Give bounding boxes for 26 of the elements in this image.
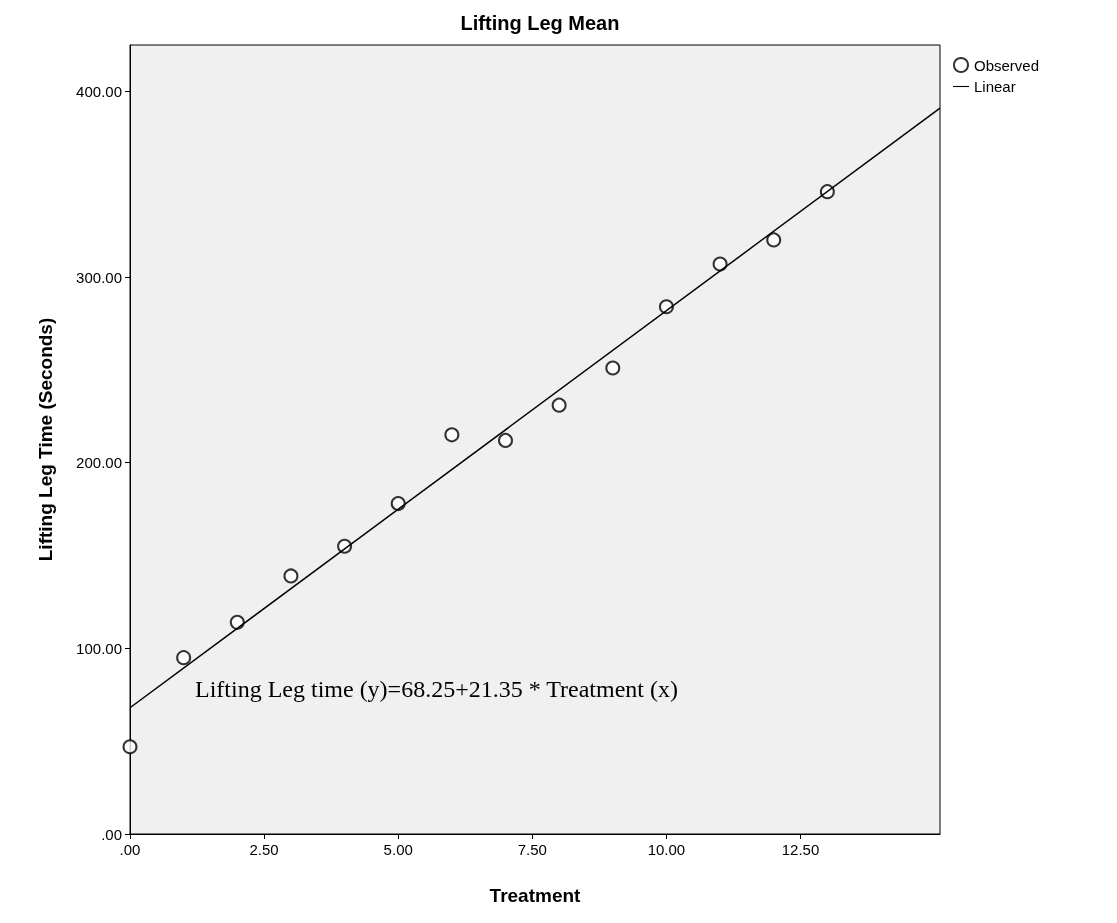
legend-label: Linear (974, 78, 1016, 95)
y-axis-title: Lifting Leg Time (Seconds) (35, 317, 56, 562)
point (283, 568, 299, 584)
point (390, 496, 406, 512)
point (766, 232, 782, 248)
x-tick-label: 2.50 (249, 841, 279, 858)
x-tick-label: 5.00 (383, 841, 413, 858)
x-tick-label: .00 (119, 841, 141, 858)
x-tick-label: 10.00 (647, 841, 686, 858)
y-tick-label: 200.00 (76, 454, 122, 472)
legend-label: Observed (974, 56, 1040, 74)
y-tick-label: 300.00 (76, 268, 122, 286)
point (122, 739, 138, 755)
y-tick-label: .00 (101, 825, 122, 843)
point (605, 360, 621, 376)
y-tick-label: 400.00 (76, 82, 122, 100)
x-axis-title: Treatment (489, 885, 582, 906)
y-tick-label: 100.00 (76, 639, 122, 657)
annotation: Lifting Leg time (y)=68.25+21.35 * Treatment (x) (195, 676, 678, 702)
point (551, 397, 567, 413)
x-tick-label: 12.50 (781, 841, 820, 858)
chart-title: Lifting Leg Mean (460, 12, 620, 34)
point (176, 650, 192, 666)
x-tick-label: 7.50 (517, 841, 547, 858)
point (498, 432, 513, 448)
point (444, 427, 460, 443)
